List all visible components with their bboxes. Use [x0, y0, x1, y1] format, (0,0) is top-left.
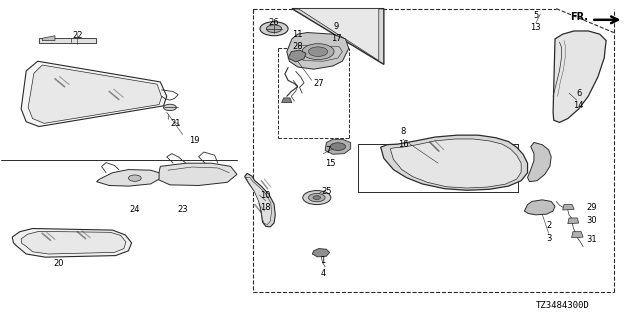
Polygon shape — [282, 98, 292, 103]
Text: 14: 14 — [573, 101, 584, 110]
Text: 1: 1 — [321, 256, 326, 265]
Polygon shape — [568, 218, 579, 224]
Text: 5: 5 — [533, 11, 538, 20]
Text: 20: 20 — [53, 259, 63, 268]
Text: 4: 4 — [321, 268, 326, 278]
Text: 19: 19 — [189, 136, 200, 145]
Circle shape — [266, 25, 282, 33]
Polygon shape — [325, 139, 351, 154]
Text: 31: 31 — [586, 235, 596, 244]
Text: 28: 28 — [292, 42, 303, 52]
Text: 13: 13 — [531, 23, 541, 32]
Text: 17: 17 — [331, 35, 341, 44]
Polygon shape — [527, 142, 551, 182]
Text: FR.: FR. — [570, 12, 588, 22]
Polygon shape — [287, 33, 349, 69]
Circle shape — [308, 194, 325, 202]
Text: 9: 9 — [333, 22, 339, 31]
Text: 2: 2 — [546, 221, 551, 230]
Polygon shape — [298, 9, 379, 60]
Text: 24: 24 — [129, 205, 140, 214]
Text: 6: 6 — [576, 89, 581, 98]
Polygon shape — [12, 228, 132, 257]
Text: TZ3484300D: TZ3484300D — [536, 301, 589, 310]
Circle shape — [308, 47, 328, 56]
Text: 16: 16 — [397, 140, 408, 148]
Circle shape — [303, 191, 331, 204]
Text: 7: 7 — [325, 146, 330, 155]
Text: 23: 23 — [177, 205, 188, 214]
Polygon shape — [572, 232, 583, 238]
Polygon shape — [381, 135, 527, 190]
Polygon shape — [28, 65, 162, 123]
Polygon shape — [21, 231, 126, 254]
Polygon shape — [288, 50, 306, 62]
Text: 30: 30 — [586, 216, 596, 225]
Text: 27: 27 — [314, 79, 324, 88]
Text: 11: 11 — [292, 30, 303, 39]
Polygon shape — [553, 31, 606, 123]
Polygon shape — [246, 178, 271, 224]
Polygon shape — [244, 173, 275, 227]
Polygon shape — [39, 38, 97, 43]
Polygon shape — [390, 139, 521, 188]
Text: 18: 18 — [260, 203, 271, 212]
Text: 21: 21 — [170, 119, 180, 128]
Polygon shape — [563, 204, 574, 210]
Text: 15: 15 — [325, 159, 335, 168]
Polygon shape — [292, 9, 384, 64]
Circle shape — [129, 175, 141, 181]
Text: 26: 26 — [269, 19, 279, 28]
Text: 3: 3 — [546, 234, 551, 243]
Circle shape — [260, 22, 288, 36]
Circle shape — [330, 143, 346, 150]
Text: 22: 22 — [72, 31, 83, 40]
Polygon shape — [42, 36, 55, 41]
Polygon shape — [157, 163, 237, 186]
Polygon shape — [21, 61, 167, 126]
Text: 8: 8 — [401, 127, 406, 136]
Circle shape — [313, 196, 321, 199]
Polygon shape — [524, 200, 555, 215]
Circle shape — [164, 104, 176, 111]
Polygon shape — [312, 249, 330, 257]
Text: 25: 25 — [321, 188, 332, 196]
Text: 29: 29 — [586, 203, 596, 212]
Polygon shape — [97, 170, 159, 186]
Text: 10: 10 — [260, 190, 271, 200]
Circle shape — [302, 44, 334, 60]
